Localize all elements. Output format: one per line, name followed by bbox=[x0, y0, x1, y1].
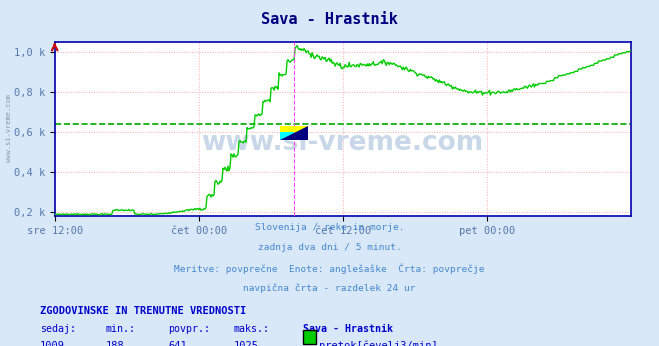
Text: 1009: 1009 bbox=[40, 341, 65, 346]
Text: sedaj:: sedaj: bbox=[40, 324, 76, 334]
Text: 1025: 1025 bbox=[234, 341, 259, 346]
Text: min.:: min.: bbox=[105, 324, 136, 334]
Text: www.si-vreme.com: www.si-vreme.com bbox=[202, 130, 484, 156]
Polygon shape bbox=[279, 126, 308, 140]
Text: navpična črta - razdelek 24 ur: navpična črta - razdelek 24 ur bbox=[243, 283, 416, 293]
Text: Slovenija / reke in morje.: Slovenija / reke in morje. bbox=[255, 223, 404, 232]
Text: maks.:: maks.: bbox=[234, 324, 270, 334]
Text: pretok[čevelj3/min]: pretok[čevelj3/min] bbox=[319, 341, 438, 346]
Text: Meritve: povprečne  Enote: anglešaške  Črta: povprečje: Meritve: povprečne Enote: anglešaške Črt… bbox=[174, 263, 485, 274]
Bar bbox=[279, 126, 308, 140]
Text: zadnja dva dni / 5 minut.: zadnja dva dni / 5 minut. bbox=[258, 243, 401, 252]
Text: Sava - Hrastnik: Sava - Hrastnik bbox=[303, 324, 393, 334]
Text: Sava - Hrastnik: Sava - Hrastnik bbox=[261, 12, 398, 27]
Text: povpr.:: povpr.: bbox=[168, 324, 210, 334]
Text: ZGODOVINSKE IN TRENUTNE VREDNOSTI: ZGODOVINSKE IN TRENUTNE VREDNOSTI bbox=[40, 306, 246, 316]
Text: 641: 641 bbox=[168, 341, 186, 346]
Bar bbox=[279, 132, 294, 140]
Text: www.si-vreme.com: www.si-vreme.com bbox=[5, 94, 12, 162]
Text: 188: 188 bbox=[105, 341, 124, 346]
